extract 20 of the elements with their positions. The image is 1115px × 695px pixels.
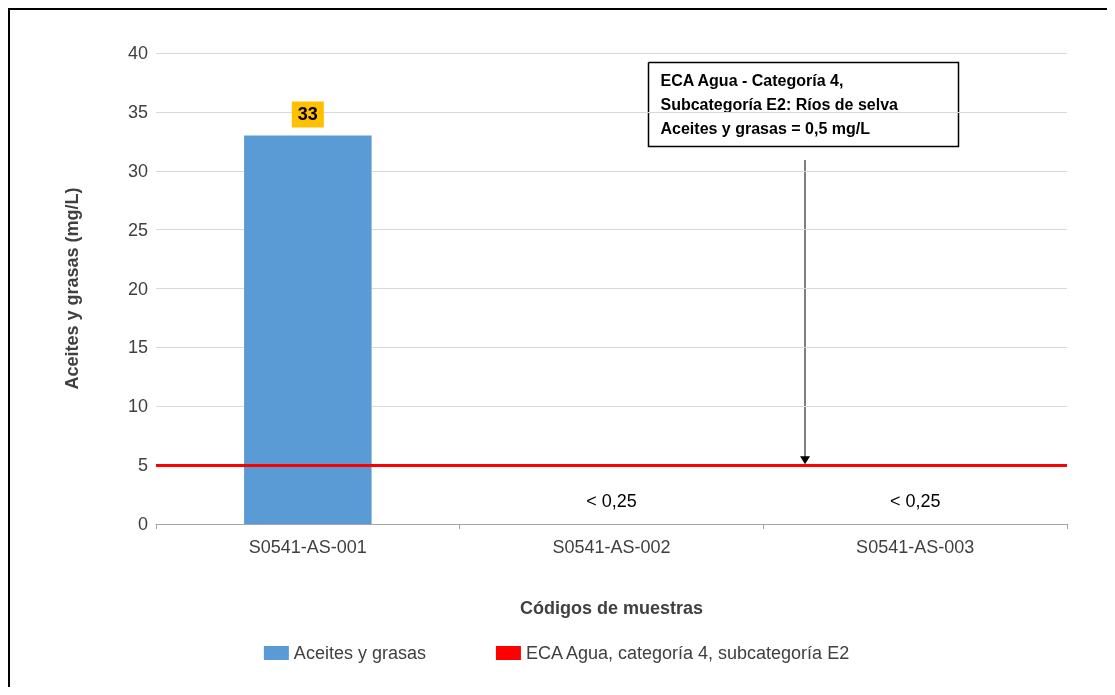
- data-label: < 0,25: [586, 491, 637, 511]
- y-tick-label: 10: [127, 396, 148, 417]
- annotation: ECA Agua - Categoría 4, Subcategoría E2: Ríos de selva Aceites y grasas = 0,5 mg/L: [660, 72, 899, 137]
- x-tick-label: S0541-AS-002: [552, 537, 671, 557]
- y-axis-title: Aceites y grasas (mg/L): [62, 187, 82, 390]
- data-label: < 0,25: [889, 491, 941, 511]
- y-tick-label: 25: [127, 219, 148, 240]
- y-tick-label: 0: [137, 514, 148, 534]
- legend-label: ECA Agua, categoría 4, subcategoría E2: [525, 643, 850, 663]
- y-tick-label: 20: [127, 278, 148, 299]
- data-label: 33: [297, 104, 318, 125]
- x-tick-label: S0541-AS-001: [248, 537, 367, 557]
- y-tick-label: 40: [127, 43, 148, 63]
- y-tick-label: 15: [127, 337, 148, 358]
- x-axis-title: Códigos de muestras: [519, 598, 704, 618]
- legend-label: Aceites y grasas: [293, 643, 426, 663]
- y-tick-label: 5: [137, 455, 148, 476]
- y-tick-label: 30: [127, 160, 148, 181]
- y-tick-label: 35: [127, 101, 148, 122]
- x-tick-label: S0541-AS-003: [856, 537, 975, 557]
